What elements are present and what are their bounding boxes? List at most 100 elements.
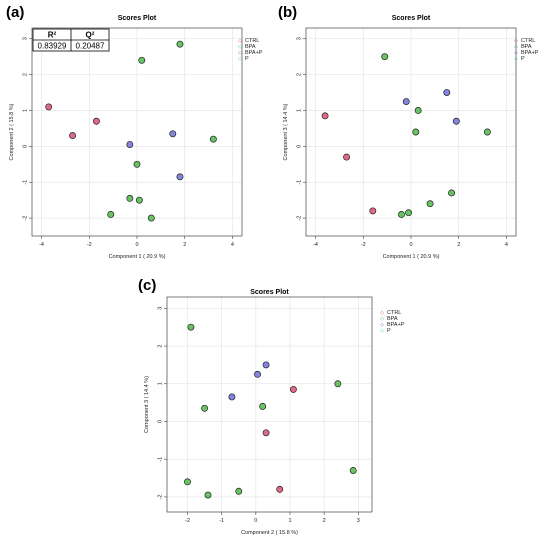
legend-marker: ◇	[238, 56, 242, 62]
x-tick-label: -4	[313, 242, 318, 248]
r2-q2-table: R² Q² 0.83929 0.20487	[32, 28, 110, 52]
y-axis-label: Component 2 ( 15.8 %)	[9, 103, 15, 160]
legend-marker: ◇	[514, 38, 518, 44]
chart-title: Scores Plot	[250, 289, 289, 296]
legend-marker: ◇	[380, 310, 384, 316]
x-axis-label: Component 1 ( 20.9 %)	[109, 254, 166, 260]
data-point-bpa-plus-p	[254, 370, 261, 378]
legend-label: P	[521, 56, 525, 62]
data-point-bpa-plus-p	[176, 173, 184, 181]
y-tick-label: 3	[157, 307, 163, 310]
data-point-ctrl	[321, 112, 329, 120]
data-point-ctrl	[276, 485, 284, 493]
data-point-ctrl	[262, 429, 270, 437]
legend-marker: ◇	[380, 328, 384, 334]
data-point-bpa	[426, 200, 434, 208]
data-point-bpa	[483, 128, 491, 136]
y-tick-label: 2	[157, 345, 163, 348]
legend-label: CTRL	[387, 310, 401, 316]
scores-plot-panel-2: (b) Scores Plot -4 -2 0 2 4 -2 -1 0 1 2 3 Component 1…	[278, 4, 539, 260]
data-point-ctrl	[69, 132, 77, 140]
data-point-bpa-plus-p	[402, 98, 410, 105]
x-tick-label: 0	[254, 518, 257, 524]
x-tick-label: 4	[231, 242, 234, 248]
legend: ◇ CTRL◇ BPA◇ BPA+P◇ P	[238, 38, 263, 62]
y-tick-label: -1	[22, 180, 28, 185]
legend-label: CTRL	[521, 38, 535, 44]
data-point-bpa	[138, 56, 146, 64]
x-tick-label: -2	[87, 242, 92, 248]
x-tick-label: 1	[288, 518, 291, 524]
data-point-bpa	[448, 189, 456, 197]
y-tick-label: 1	[157, 382, 163, 385]
y-tick-label: 0	[22, 145, 28, 148]
data-point-bpa-plus-p	[452, 117, 460, 125]
table-value: 0.20487	[76, 42, 105, 51]
y-tick-label: 0	[296, 145, 302, 148]
legend-marker: ◇	[238, 50, 242, 56]
table-header: R²	[48, 31, 57, 40]
legend-marker: ◇	[238, 38, 242, 44]
data-point-bpa-plus-p	[169, 130, 177, 138]
x-tick-label: 2	[323, 518, 326, 524]
legend-marker: ◇	[514, 50, 518, 56]
legend-label: BPA+P	[245, 50, 263, 56]
data-point-bpa	[414, 107, 422, 114]
data-point-ctrl	[92, 117, 100, 125]
x-tick-label: -1	[219, 518, 224, 524]
x-tick-label: -2	[361, 242, 366, 248]
scores-plot-panel-1: (a) Scores Plot -4 -2 0 2 4 -2 -1 0 1 2 3 Component 1…	[6, 4, 263, 260]
y-tick-label: -1	[296, 180, 302, 185]
x-axis-label: Component 1 ( 20.9 %)	[383, 254, 440, 260]
data-point-bpa	[259, 402, 267, 410]
legend-marker: ◇	[238, 44, 242, 50]
y-tick-label: 3	[22, 37, 28, 40]
data-point-bpa	[349, 467, 357, 474]
legend-label: CTRL	[245, 38, 259, 44]
data-point-bpa	[201, 404, 209, 412]
chart-title: Scores Plot	[118, 15, 157, 22]
legend-label: BPA	[521, 44, 532, 50]
data-point-ctrl	[343, 153, 351, 161]
legend: ◇ CTRL◇ BPA◇ BPA+P◇ P	[380, 310, 405, 334]
data-point-bpa	[412, 128, 420, 136]
data-point-ctrl	[289, 385, 297, 393]
y-axis-label: Component 3 ( 14.4 %)	[283, 103, 289, 160]
panel-label: (a)	[6, 4, 24, 21]
data-point-bpa-plus-p	[262, 361, 270, 369]
data-point-bpa-plus-p	[126, 141, 134, 149]
data-point-bpa	[204, 491, 212, 499]
data-point-bpa	[176, 40, 184, 48]
data-point-bpa	[405, 209, 413, 217]
legend-label: P	[245, 56, 249, 62]
y-tick-label: -2	[157, 494, 163, 499]
y-tick-label: -2	[296, 216, 302, 221]
y-tick-label: 2	[296, 73, 302, 76]
data-point-bpa-plus-p	[443, 89, 451, 97]
y-tick-label: 0	[157, 420, 163, 423]
x-tick-label: 2	[183, 242, 186, 248]
data-point-bpa	[187, 323, 195, 331]
y-tick-label: 1	[296, 109, 302, 112]
x-tick-label: -4	[39, 242, 44, 248]
plot-frame	[166, 296, 373, 513]
scores-plot-panel-3: (c) Scores Plot -2 -1 0 1 2 3 -2 -1 0 1 2 3 Component …	[138, 277, 405, 536]
legend-label: BPA+P	[521, 50, 539, 56]
data-point-ctrl	[45, 103, 53, 111]
y-axis-label: Component 3 ( 14.4 %)	[144, 376, 150, 433]
data-point-bpa	[107, 211, 115, 218]
data-point-bpa	[334, 380, 342, 388]
data-point-bpa	[381, 53, 389, 61]
legend-marker: ◇	[514, 44, 518, 50]
legend: ◇ CTRL◇ BPA◇ BPA+P◇ P	[514, 38, 539, 62]
x-tick-label: 2	[457, 242, 460, 248]
legend-label: BPA+P	[387, 322, 405, 328]
y-tick-label: 2	[22, 73, 28, 76]
data-point-bpa	[184, 478, 191, 486]
table-value: 0.83929	[38, 42, 67, 51]
legend-marker: ◇	[380, 316, 384, 322]
legend-marker: ◇	[514, 56, 518, 62]
data-point-bpa-plus-p	[228, 393, 236, 401]
panel-label: (b)	[278, 4, 297, 21]
